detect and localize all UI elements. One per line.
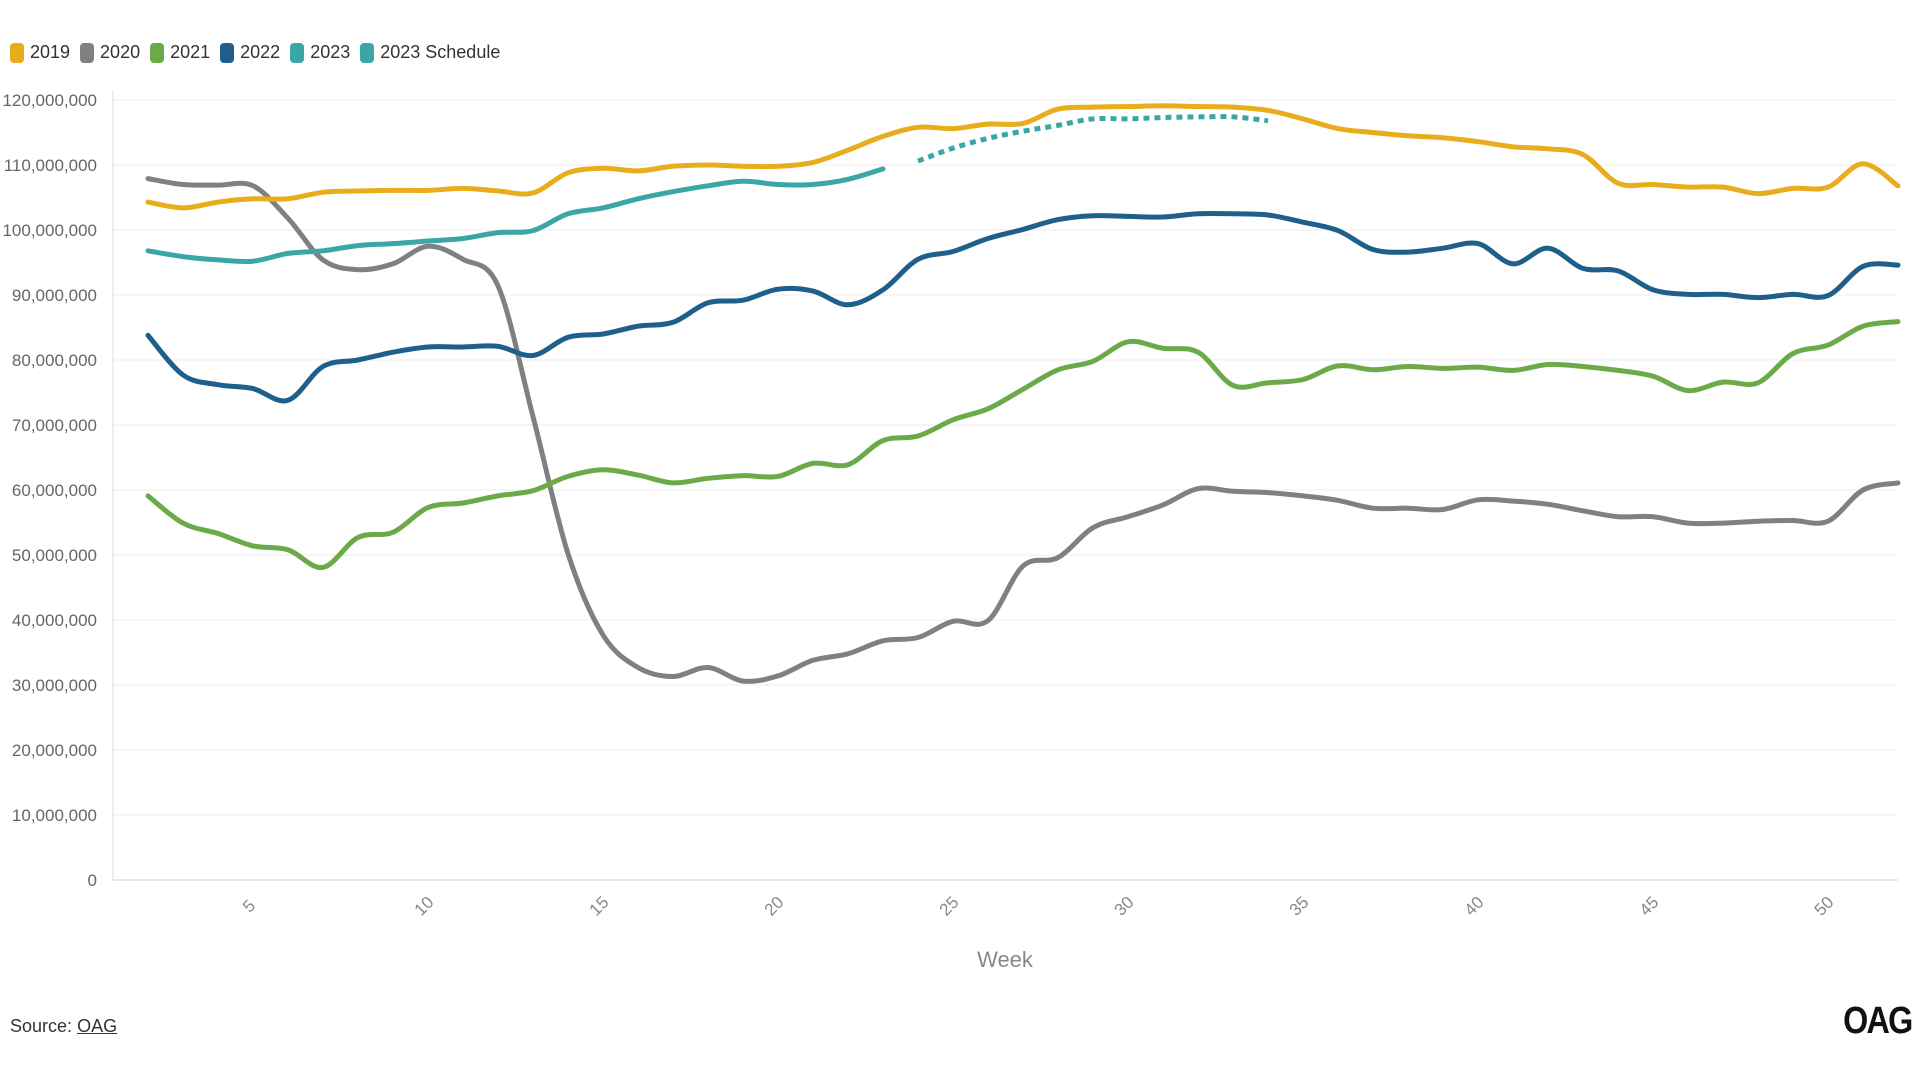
legend-swatch (290, 42, 305, 63)
x-tick-label: 50 (1811, 893, 1838, 920)
legend-item-2019[interactable]: 2019 (10, 42, 70, 63)
source-label: Source: (10, 1016, 73, 1036)
y-tick-label: 20,000,000 (12, 741, 97, 760)
x-tick-label: 35 (1286, 893, 1313, 920)
y-tick-label: 40,000,000 (12, 611, 97, 630)
series-line-2019 (145, 103, 1901, 211)
x-tick-label: 30 (1111, 893, 1138, 920)
y-tick-label: 70,000,000 (12, 416, 97, 435)
x-tick-label: 40 (1461, 893, 1488, 920)
legend-label: 2023 Schedule (380, 42, 501, 62)
legend-swatch (80, 42, 95, 63)
legend-item-2023-schedule[interactable]: 2023 Schedule (360, 42, 500, 63)
x-tick-label: 20 (761, 893, 788, 920)
series-line-2022 (145, 210, 1901, 404)
y-tick-label: 10,000,000 (12, 806, 97, 825)
grid-lines (112, 90, 1898, 881)
oag-logo: OAG (1843, 1000, 1914, 1042)
legend-swatch (150, 42, 165, 63)
legend-label: 2019 (30, 42, 71, 62)
y-tick-label: 90,000,000 (12, 286, 97, 305)
x-tick-label: 25 (936, 893, 963, 920)
y-tick-label: 110,000,000 (4, 156, 97, 175)
legend-label: 2023 (310, 42, 351, 62)
x-axis-title: Week (977, 947, 1034, 972)
legend-item-2020[interactable]: 2020 (80, 42, 140, 63)
y-tick-label: 0 (88, 871, 97, 890)
legend-swatch (220, 42, 235, 63)
series-line-2021 (145, 319, 1901, 570)
legend-label: 2020 (100, 42, 141, 62)
series-lines (145, 103, 1901, 684)
y-tick-label: 100,000,000 (2, 221, 97, 240)
y-tick-label: 80,000,000 (12, 351, 97, 370)
series-line-2023 (145, 166, 886, 265)
y-tick-label: 60,000,000 (12, 481, 97, 500)
source-note: Source: OAG (10, 1016, 117, 1037)
series-line-2020 (145, 176, 1901, 684)
legend-item-2022[interactable]: 2022 (220, 42, 280, 63)
chart-legend: 2019 2020 2021 2022 2023 2023 Schedule (10, 42, 500, 63)
source-link[interactable]: OAG (77, 1016, 118, 1036)
y-tick-label: 50,000,000 (12, 546, 97, 565)
series-line-2023-schedule (917, 114, 1269, 164)
legend-swatch (360, 42, 375, 63)
x-tick-label: 5 (239, 896, 259, 916)
legend-swatch (10, 42, 24, 63)
y-tick-label: 120,000,000 (2, 91, 97, 110)
legend-item-2023[interactable]: 2023 (290, 42, 350, 63)
x-tick-label: 15 (586, 893, 613, 920)
legend-label: 2022 (240, 42, 281, 62)
legend-item-2021[interactable]: 2021 (150, 42, 210, 63)
legend-label: 2021 (170, 42, 211, 62)
x-tick-label: 10 (411, 893, 438, 920)
y-axis-tick-labels: 0 10,000,000 20,000,000 30,000,000 40,000,00… (2, 91, 97, 890)
line-chart: 0 10,000,000 20,000,000 30,000,000 40,000,00… (2, 90, 1901, 972)
x-tick-label: 45 (1636, 893, 1663, 920)
y-tick-label: 30,000,000 (12, 676, 97, 695)
x-axis-tick-labels: 5 10 15 20 25 30 35 40 45 50 (239, 893, 1837, 920)
